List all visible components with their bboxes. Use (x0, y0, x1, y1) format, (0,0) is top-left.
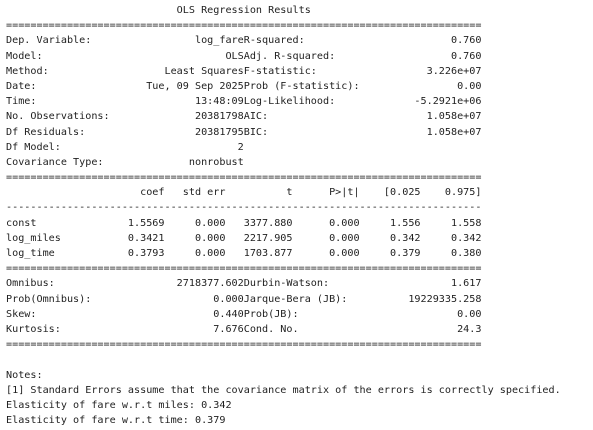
info-row: Method: Least SquaresF-statistic: 3.226e… (6, 65, 482, 77)
info-row: Covariance Type: nonrobust (6, 156, 482, 168)
info-row: Df Model: 2 (6, 141, 482, 153)
note-text: [1] Standard Errors assume that the cova… (6, 384, 561, 396)
info-row: Dep. Variable: log_fareR-squared: 0.760 (6, 35, 482, 47)
notebook-output: OLS Regression Results =================… (6, 3, 561, 428)
diagnostic-row: Kurtosis: 7.676Cond. No. 24.3 (6, 323, 482, 335)
diagnostic-row: Skew: 0.440Prob(JB): 0.00 (6, 308, 482, 320)
separator-double: ========================================… (6, 20, 482, 32)
separator-double: ========================================… (6, 172, 482, 184)
coef-row: log_time 0.3793 0.000 1703.877 0.000 0.3… (6, 248, 482, 259)
coef-row: log_miles 0.3421 0.000 2217.905 0.000 0.… (6, 232, 482, 244)
info-row: Time: 13:48:09Log-Likelihood: -5.2921e+0… (6, 96, 482, 108)
elasticity-time: Elasticity of fare w.r.t time: 0.379 (6, 415, 226, 427)
blank-line (6, 352, 561, 367)
elasticity-miles: Elasticity of fare w.r.t miles: 0.342 (6, 399, 232, 411)
info-row: Model: OLSAdj. R-squared: 0.760 (6, 50, 482, 62)
diagnostic-row: Prob(Omnibus): 0.000Jarque-Bera (JB): 19… (6, 293, 482, 305)
separator-double: ========================================… (6, 263, 482, 275)
coef-row: const 1.5569 0.000 3377.880 0.000 1.556 … (6, 217, 482, 229)
info-row: Date: Tue, 09 Sep 2025Prob (F-statistic)… (6, 80, 482, 92)
separator-double: ========================================… (6, 339, 482, 351)
diagnostic-row: Omnibus: 2718377.602Durbin-Watson: 1.617 (6, 278, 482, 290)
summary-title: OLS Regression Results (6, 5, 482, 16)
info-row: No. Observations: 20381798AIC: 1.058e+07 (6, 111, 482, 123)
separator-single: ----------------------------------------… (6, 202, 482, 214)
coef-header-row: coef std err t P>|t| [0.025 0.975] (6, 187, 482, 199)
info-row: Df Residuals: 20381795BIC: 1.058e+07 (6, 126, 482, 138)
notes-heading: Notes: (6, 369, 43, 381)
